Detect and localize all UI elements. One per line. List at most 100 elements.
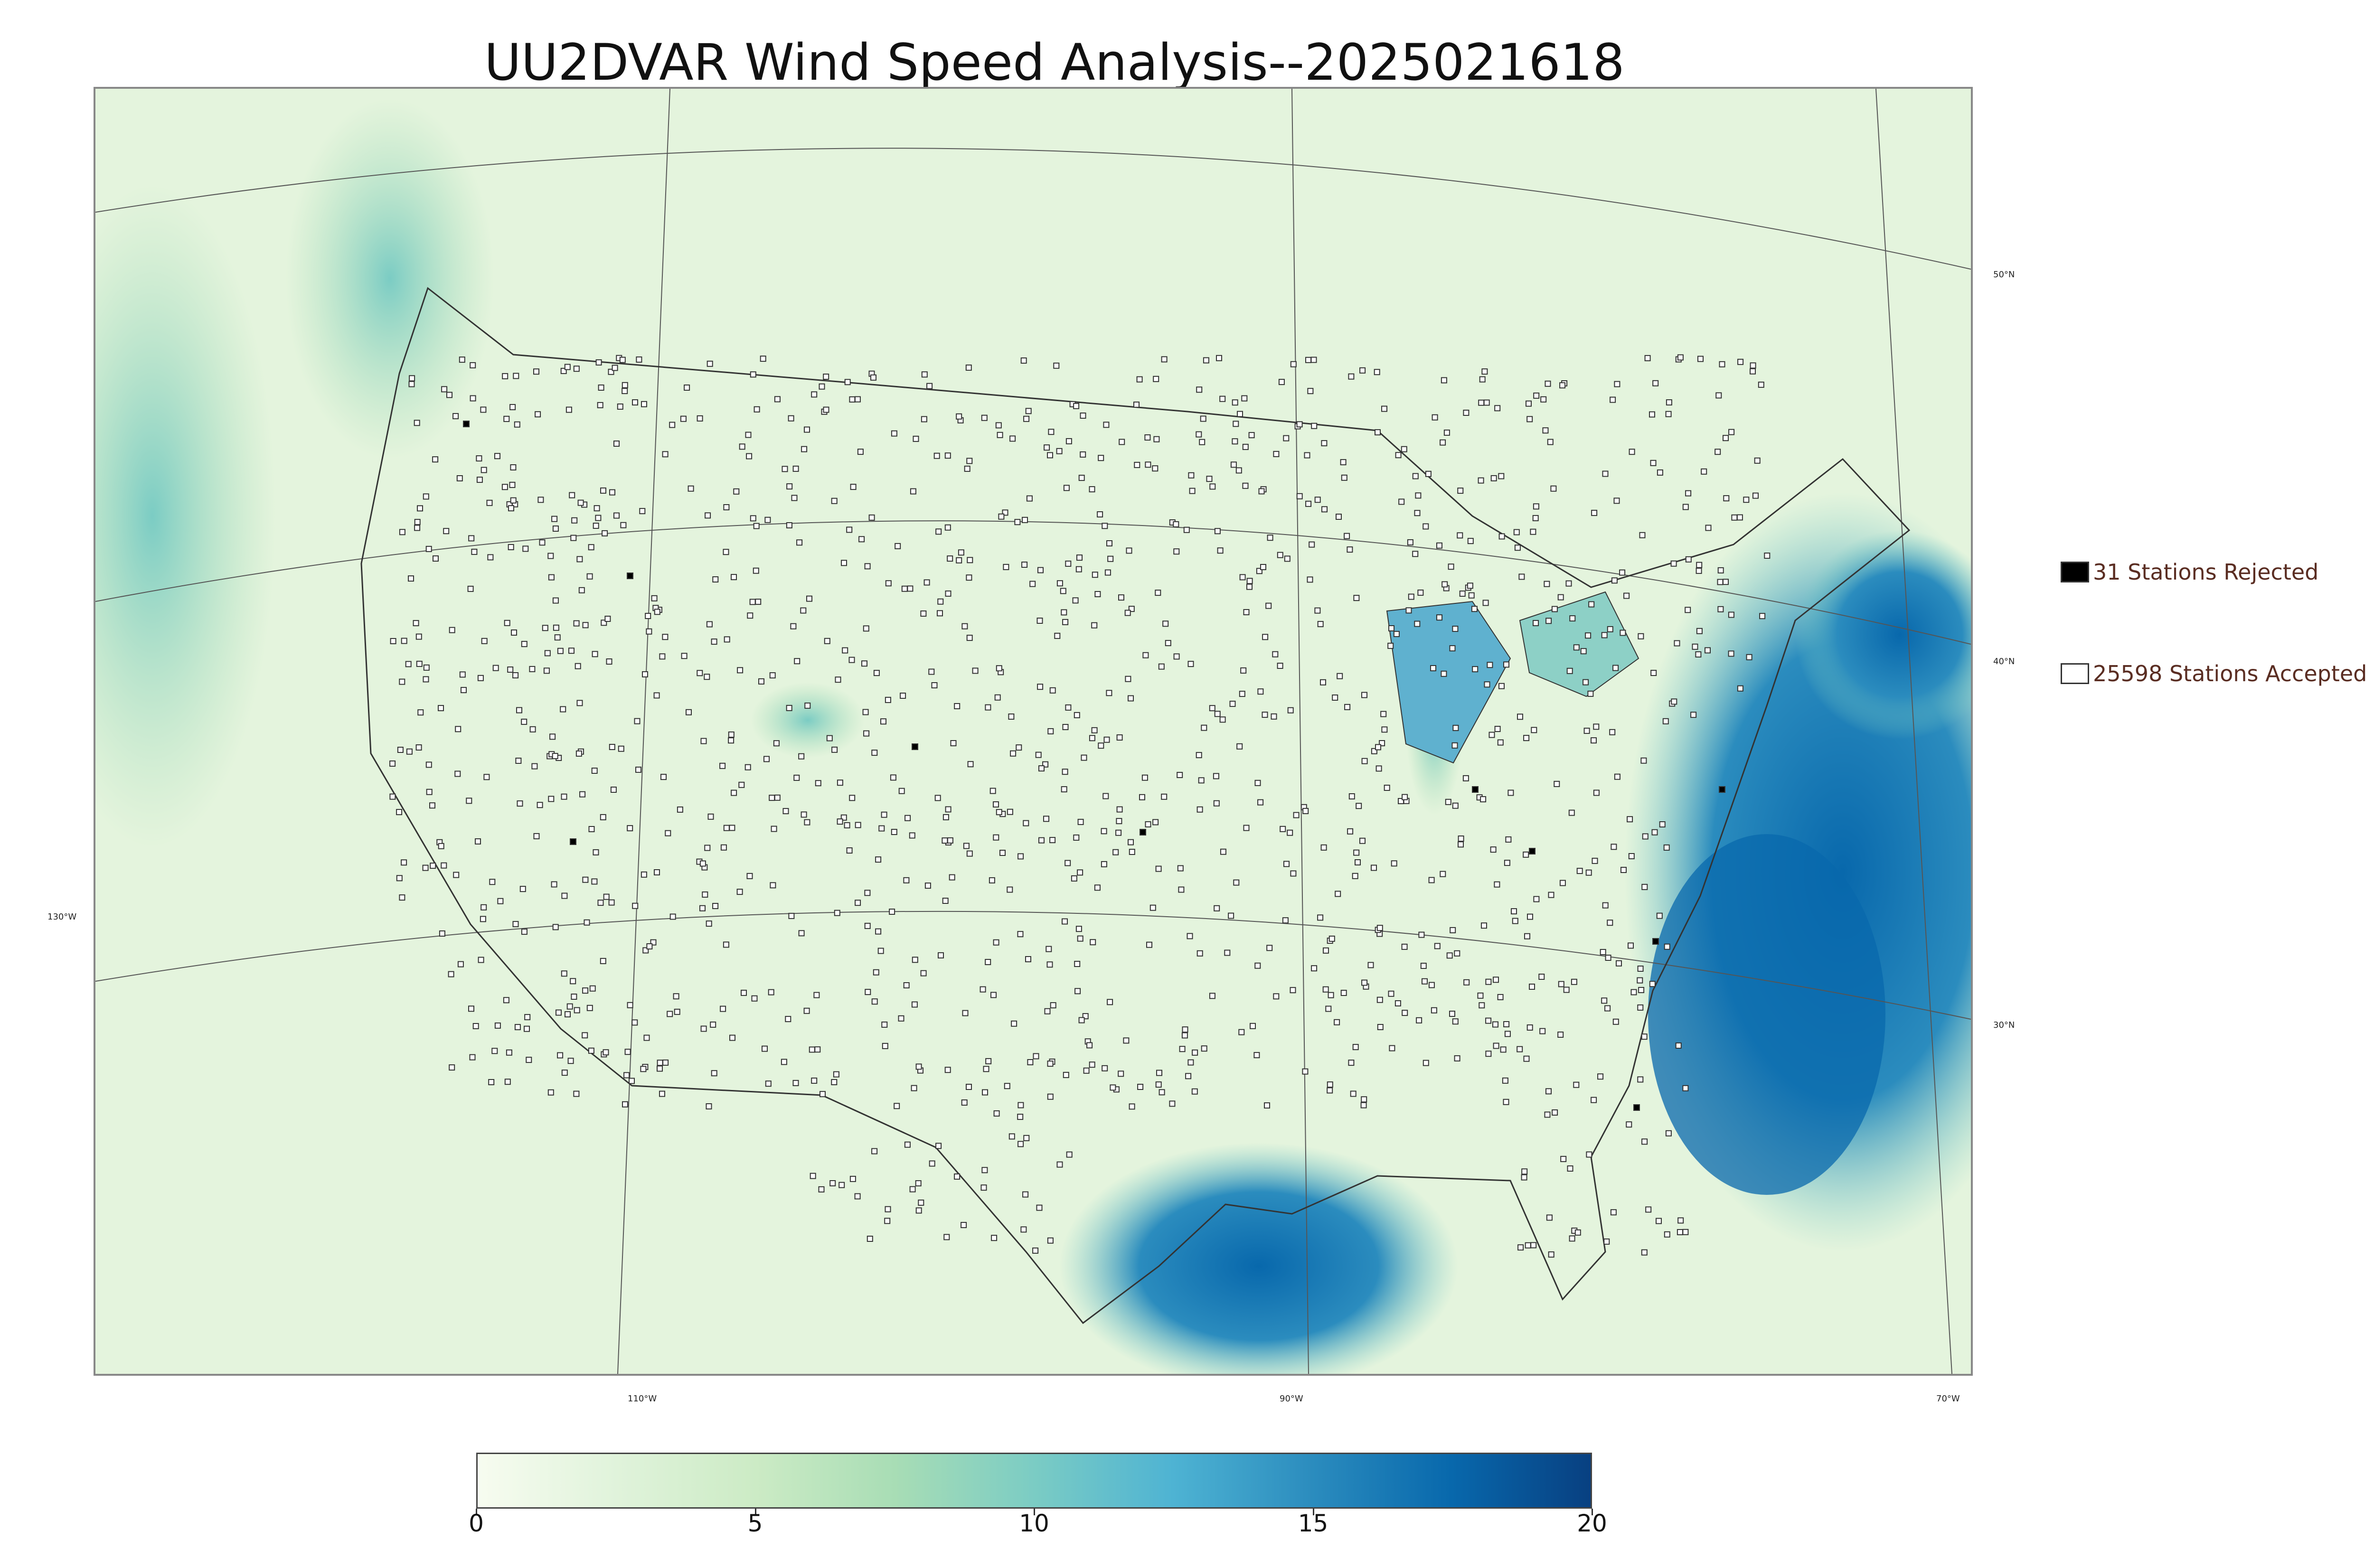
- station-marker: [966, 574, 972, 581]
- station-marker: [1529, 984, 1535, 990]
- station-marker: [1152, 465, 1159, 472]
- station-marker: [1348, 1060, 1355, 1066]
- station-marker: [1526, 416, 1533, 423]
- station-marker: [539, 539, 546, 546]
- station-marker: [878, 825, 885, 832]
- station-marker: [1145, 821, 1151, 827]
- station-marker: [1717, 579, 1724, 585]
- station-marker: [667, 1011, 673, 1017]
- station-marker: [1116, 806, 1123, 813]
- station-marker: [522, 545, 529, 552]
- station-marker: [1238, 1029, 1245, 1035]
- station-marker: [1480, 796, 1487, 803]
- station-marker: [1641, 1033, 1648, 1040]
- station-marker: [750, 515, 756, 522]
- station-marker: [416, 660, 423, 667]
- map-panel[interactable]: [94, 87, 1973, 1376]
- rejected-station-marker: [1719, 786, 1725, 793]
- station-marker: [1481, 922, 1487, 929]
- station-marker: [1153, 436, 1160, 442]
- station-marker: [565, 406, 572, 413]
- station-marker: [578, 587, 585, 593]
- station-marker: [1257, 799, 1264, 806]
- station-marker: [1443, 429, 1450, 436]
- station-marker: [813, 992, 820, 998]
- station-marker: [1250, 1023, 1256, 1029]
- station-marker: [608, 368, 614, 375]
- station-marker: [1600, 949, 1606, 955]
- station-marker: [561, 970, 567, 977]
- station-marker: [487, 554, 494, 561]
- station-marker: [1542, 427, 1549, 434]
- station-marker: [704, 674, 710, 680]
- station-marker: [831, 746, 838, 753]
- station-marker: [949, 874, 955, 881]
- station-marker: [1452, 724, 1459, 731]
- rejected-station-marker: [1529, 848, 1536, 854]
- station-marker: [1601, 997, 1608, 1004]
- station-marker: [654, 869, 660, 875]
- station-marker: [1759, 613, 1766, 620]
- station-marker: [844, 379, 851, 385]
- station-marker: [1371, 748, 1377, 754]
- station-marker: [414, 420, 420, 426]
- station-marker: [1283, 435, 1290, 441]
- station-marker: [854, 396, 861, 403]
- colorbar-tick-label: 10: [1019, 1510, 1049, 1537]
- station-marker: [1488, 732, 1495, 738]
- station-marker: [1293, 812, 1300, 818]
- station-marker: [1075, 566, 1082, 573]
- colorbar-tick-label: 0: [469, 1510, 484, 1537]
- station-marker: [1080, 451, 1086, 458]
- station-marker: [470, 362, 476, 368]
- rejected-station-marker: [1472, 786, 1479, 793]
- station-marker: [1467, 538, 1474, 545]
- station-marker: [1436, 542, 1442, 549]
- station-marker: [1451, 742, 1458, 749]
- station-marker: [409, 375, 415, 382]
- station-marker: [993, 939, 999, 946]
- station-marker: [1375, 429, 1381, 436]
- station-marker: [950, 740, 957, 746]
- station-marker: [1504, 1031, 1511, 1037]
- station-marker: [1216, 355, 1222, 361]
- station-marker: [1485, 1051, 1492, 1057]
- station-marker: [524, 1025, 530, 1032]
- station-marker: [1504, 860, 1510, 866]
- station-marker: [981, 414, 988, 421]
- station-marker: [1196, 950, 1203, 957]
- station-marker: [618, 745, 624, 752]
- station-marker: [844, 822, 850, 828]
- station-marker: [723, 941, 729, 948]
- station-marker: [790, 623, 797, 629]
- station-marker: [1737, 685, 1743, 692]
- station-marker: [1377, 1024, 1384, 1030]
- station-marker: [417, 709, 424, 716]
- station-marker: [1544, 1111, 1551, 1118]
- station-marker: [1682, 504, 1689, 510]
- station-marker: [641, 401, 647, 407]
- station-marker: [1614, 381, 1620, 387]
- station-marker: [723, 549, 729, 555]
- station-marker: [650, 939, 657, 946]
- station-marker: [1062, 769, 1068, 775]
- station-marker: [1239, 574, 1246, 581]
- station-marker: [1327, 1081, 1333, 1088]
- station-marker: [1054, 632, 1061, 639]
- station-marker: [1587, 690, 1594, 697]
- station-marker: [415, 744, 422, 751]
- station-marker: [1754, 457, 1761, 464]
- station-marker: [568, 648, 575, 654]
- station-marker: [868, 514, 875, 521]
- station-marker: [904, 815, 911, 821]
- station-marker: [1011, 1020, 1017, 1027]
- station-marker: [1314, 607, 1321, 614]
- station-marker: [1152, 819, 1159, 826]
- station-marker: [1265, 602, 1272, 609]
- station-marker: [723, 825, 730, 831]
- station-marker: [1146, 941, 1152, 948]
- station-marker: [1428, 877, 1435, 883]
- station-marker: [996, 809, 1002, 816]
- station-marker: [449, 627, 455, 633]
- station-marker: [972, 667, 979, 674]
